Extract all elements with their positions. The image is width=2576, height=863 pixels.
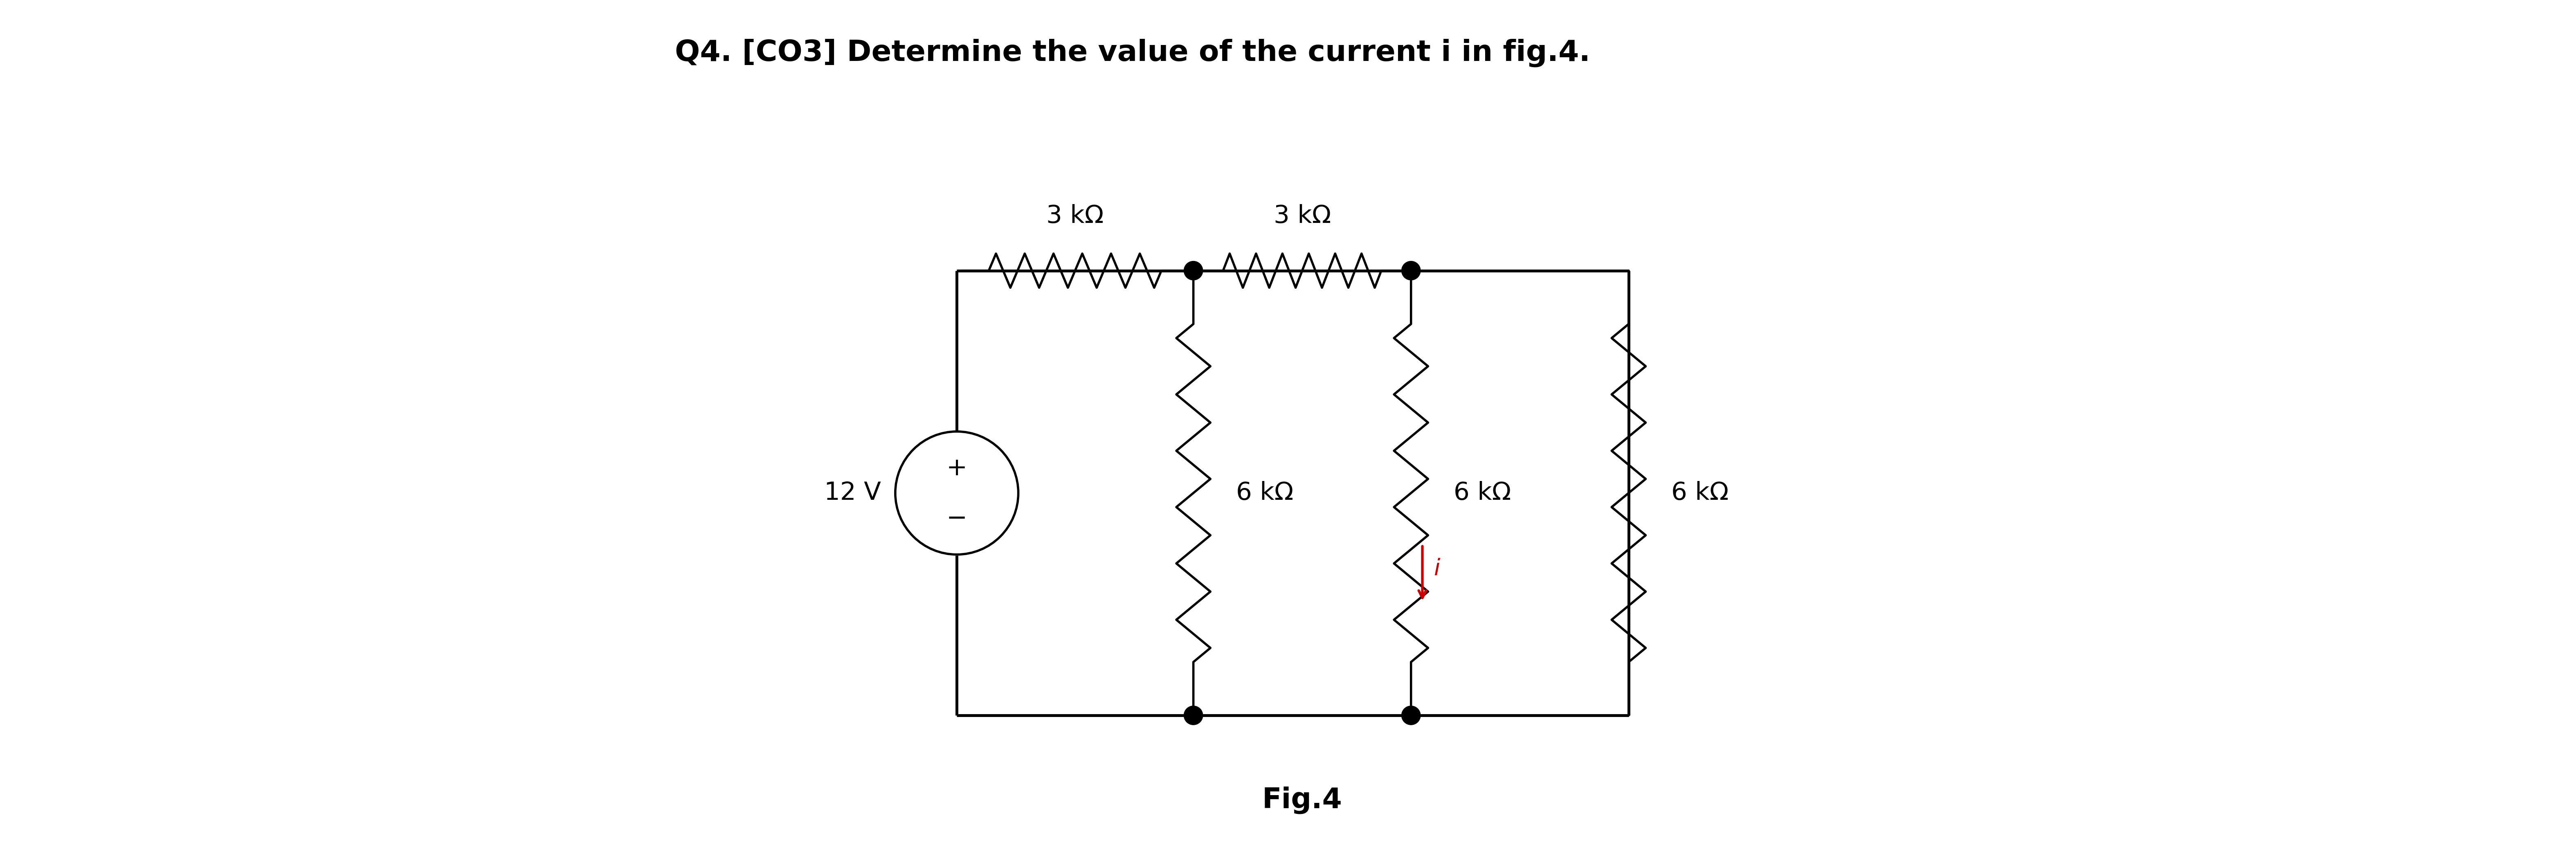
Text: 3 kΩ: 3 kΩ	[1046, 204, 1103, 228]
Text: 6 kΩ: 6 kΩ	[1672, 481, 1728, 505]
Text: 6 kΩ: 6 kΩ	[1236, 481, 1293, 505]
Text: Fig.4: Fig.4	[1262, 786, 1342, 814]
Text: 3 kΩ: 3 kΩ	[1273, 204, 1332, 228]
Text: 12 V: 12 V	[824, 481, 881, 505]
Circle shape	[1185, 261, 1203, 280]
Text: −: −	[945, 507, 966, 531]
Text: 6 kΩ: 6 kΩ	[1453, 481, 1512, 505]
Text: +: +	[945, 457, 966, 481]
Circle shape	[1185, 706, 1203, 725]
Circle shape	[1401, 706, 1419, 725]
Text: i: i	[1435, 557, 1440, 580]
Text: Q4. [CO3] Determine the value of the current i in fig.4.: Q4. [CO3] Determine the value of the cur…	[675, 39, 1589, 67]
Circle shape	[1401, 261, 1419, 280]
